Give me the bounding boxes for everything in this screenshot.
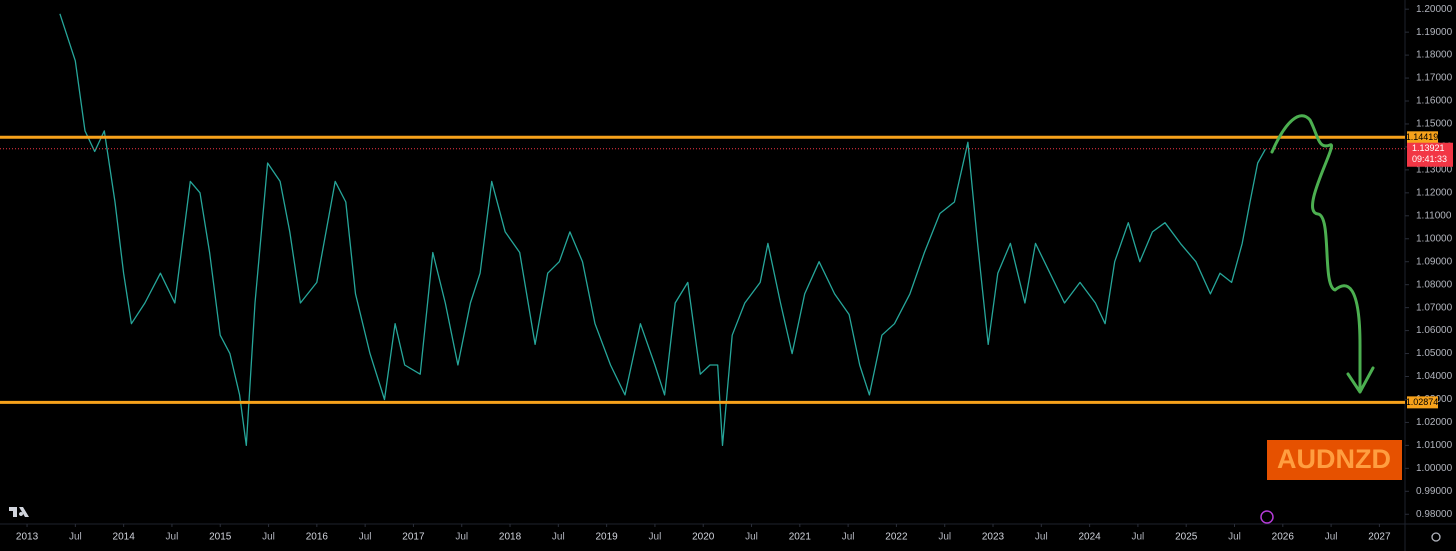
y-tick-label: 1.07000 [1416, 302, 1453, 313]
x-tick-label: 2020 [692, 532, 715, 543]
y-tick-label: 1.16000 [1416, 96, 1453, 107]
x-tick-label: 2025 [1175, 532, 1198, 543]
y-tick-label: 1.19000 [1416, 27, 1453, 38]
y-tick-label: 1.06000 [1416, 325, 1453, 336]
x-tick-label: 2018 [499, 532, 522, 543]
level-badge [1407, 131, 1438, 144]
symbol-label: AUDNZD [1277, 444, 1391, 474]
y-tick-label: 1.18000 [1416, 50, 1453, 61]
settings-icon[interactable] [1431, 532, 1441, 542]
plot [0, 13, 1405, 447]
x-tick-label: Jul [1035, 532, 1048, 543]
x-tick-label: 2013 [16, 532, 39, 543]
x-tick-label: Jul [1325, 532, 1338, 543]
x-tick-label: 2026 [1272, 532, 1295, 543]
y-tick-label: 0.98000 [1416, 509, 1453, 520]
x-tick-label: Jul [455, 532, 468, 543]
symbol-badge [1267, 440, 1402, 480]
y-tick-label: 1.10000 [1416, 233, 1453, 244]
x-tick-label: 2022 [885, 532, 908, 543]
x-tick-label: 2027 [1368, 532, 1391, 543]
x-tick-label: 2019 [596, 532, 619, 543]
last-price-label: 1.13921 [1412, 143, 1445, 153]
last-price-badge [1407, 142, 1453, 167]
y-tick-label: 1.08000 [1416, 279, 1453, 290]
x-tick-label: Jul [938, 532, 951, 543]
y-tick-label: 0.99000 [1416, 486, 1453, 497]
price-line [59, 13, 1266, 447]
y-tick-label: 1.11000 [1416, 210, 1452, 221]
logo-shape [9, 507, 29, 517]
x-tick-label: 2024 [1078, 532, 1101, 543]
x-tick-label: Jul [552, 532, 565, 543]
x-tick-label: Jul [166, 532, 179, 543]
y-tick-label: 1.09000 [1416, 256, 1453, 267]
x-tick-label: Jul [1228, 532, 1241, 543]
y-tick-label: 1.15000 [1416, 119, 1453, 130]
countdown-label: 09:41:33 [1412, 154, 1447, 164]
alert-icon[interactable] [1260, 510, 1274, 524]
y-tick-label: 1.17000 [1416, 73, 1453, 84]
y-tick-label: 1.05000 [1416, 348, 1453, 359]
x-tick-label: Jul [842, 532, 855, 543]
y-tick-label: 1.00000 [1416, 463, 1453, 474]
y-tick-label: 1.02000 [1416, 417, 1453, 428]
y-tick-label: 1.04000 [1416, 371, 1453, 382]
x-tick-label: Jul [1132, 532, 1145, 543]
x-tick-label: Jul [69, 532, 82, 543]
x-tick-label: 2014 [113, 532, 136, 543]
level-badge [1407, 396, 1438, 409]
x-tick-label: 2017 [402, 532, 425, 543]
x-tick-label: Jul [649, 532, 662, 543]
tradingview-logo [9, 507, 29, 517]
x-tick-label: 2023 [982, 532, 1005, 543]
x-tick-label: 2016 [306, 532, 329, 543]
x-tick-label: Jul [745, 532, 758, 543]
x-tick-label: Jul [262, 532, 275, 543]
x-tick-label: 2015 [209, 532, 232, 543]
y-tick-label: 1.01000 [1416, 440, 1453, 451]
projection-arrow [1270, 114, 1375, 394]
x-tick-label: Jul [359, 532, 372, 543]
y-tick-label: 1.12000 [1416, 187, 1453, 198]
y-tick-label: 1.13000 [1416, 165, 1453, 176]
level-label: 1.02874 [1406, 397, 1439, 407]
level-label: 1.14419 [1406, 132, 1439, 142]
x-tick-label: 2021 [789, 532, 812, 543]
y-tick-label: 1.20000 [1416, 4, 1453, 15]
